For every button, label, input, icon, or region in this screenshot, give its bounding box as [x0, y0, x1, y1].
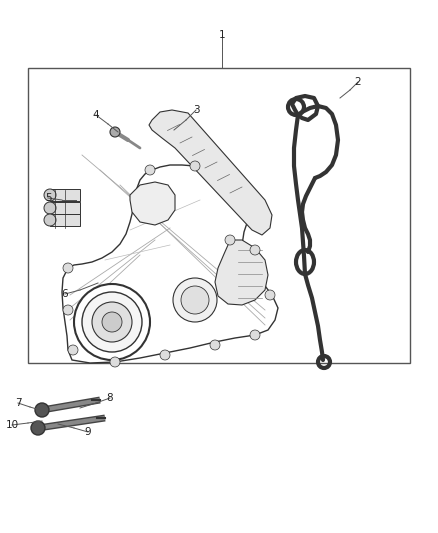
Circle shape [63, 305, 73, 315]
Bar [50, 202, 80, 214]
Bar [50, 214, 80, 226]
Text: 8: 8 [107, 393, 113, 403]
Polygon shape [149, 110, 272, 235]
Circle shape [173, 278, 217, 322]
Circle shape [63, 263, 73, 273]
Circle shape [181, 286, 209, 314]
Text: 9: 9 [85, 427, 91, 437]
Circle shape [35, 403, 49, 417]
Circle shape [31, 421, 45, 435]
Text: 7: 7 [15, 398, 21, 408]
Circle shape [44, 202, 56, 214]
Circle shape [68, 345, 78, 355]
Circle shape [110, 357, 120, 367]
Circle shape [110, 127, 120, 137]
Polygon shape [130, 182, 175, 225]
Circle shape [160, 350, 170, 360]
Text: 3: 3 [193, 105, 199, 115]
Circle shape [44, 214, 56, 226]
Text: 1: 1 [219, 30, 225, 40]
Text: 10: 10 [5, 420, 18, 430]
Circle shape [92, 302, 132, 342]
Bar [28, 68, 410, 363]
Circle shape [44, 189, 56, 201]
Text: 2: 2 [355, 77, 361, 87]
Circle shape [225, 235, 235, 245]
Polygon shape [62, 165, 278, 363]
Polygon shape [215, 240, 268, 305]
Circle shape [74, 284, 150, 360]
Circle shape [265, 290, 275, 300]
Text: 6: 6 [62, 289, 68, 299]
Circle shape [145, 165, 155, 175]
Text: 4: 4 [93, 110, 99, 120]
Circle shape [210, 340, 220, 350]
Circle shape [250, 330, 260, 340]
Circle shape [102, 312, 122, 332]
Text: 5: 5 [45, 193, 51, 203]
Circle shape [190, 161, 200, 171]
Bar [50, 189, 80, 201]
Circle shape [250, 245, 260, 255]
Circle shape [82, 292, 142, 352]
